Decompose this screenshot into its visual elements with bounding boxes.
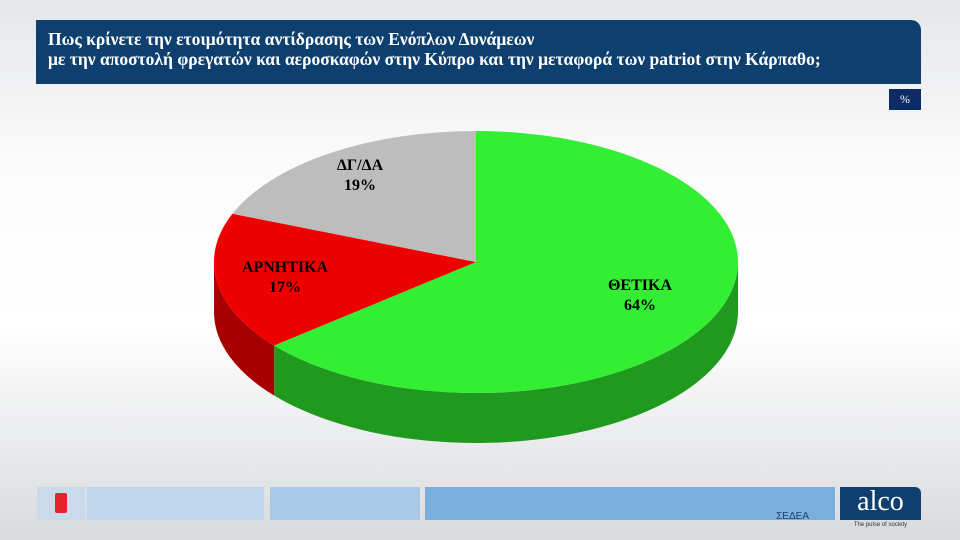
pie-slice-2 [232, 131, 476, 262]
unit-badge: % [889, 89, 921, 110]
chart-title: Πως κρίνετε την ετοιμότητα αντίδρασης τω… [36, 20, 921, 84]
title-line-2: με την αποστολή φρεγατών και αεροσκαφών … [48, 49, 821, 69]
alco-logo: alco [840, 487, 921, 520]
pie-side-1 [214, 262, 275, 396]
sedea-logo: ΣΕΔΕΑ [776, 511, 809, 522]
slice-value-2: 19% [344, 177, 376, 194]
pie-slice-1 [214, 213, 476, 346]
footer-band-2 [270, 487, 420, 520]
slice-value-0: 64% [624, 297, 656, 314]
slice-label-0: ΘΕΤΙΚΑ [608, 277, 672, 294]
footer-band-1 [87, 487, 264, 520]
title-line-1: Πως κρίνετε την ετοιμότητα αντίδρασης τω… [48, 29, 535, 49]
alpha-logo [37, 487, 85, 520]
slice-value-1: 17% [269, 279, 301, 296]
pie-slice-0 [274, 131, 738, 394]
slice-label-2: ΔΓ/ΔΑ [337, 157, 384, 174]
pie-side-0 [274, 262, 738, 443]
slice-label-1: ΑΡΝΗΤΙΚΑ [242, 259, 329, 276]
alco-tagline: The pulse of society [853, 522, 908, 528]
footer-band-3: ΣΕΔΕΑ [425, 487, 835, 522]
